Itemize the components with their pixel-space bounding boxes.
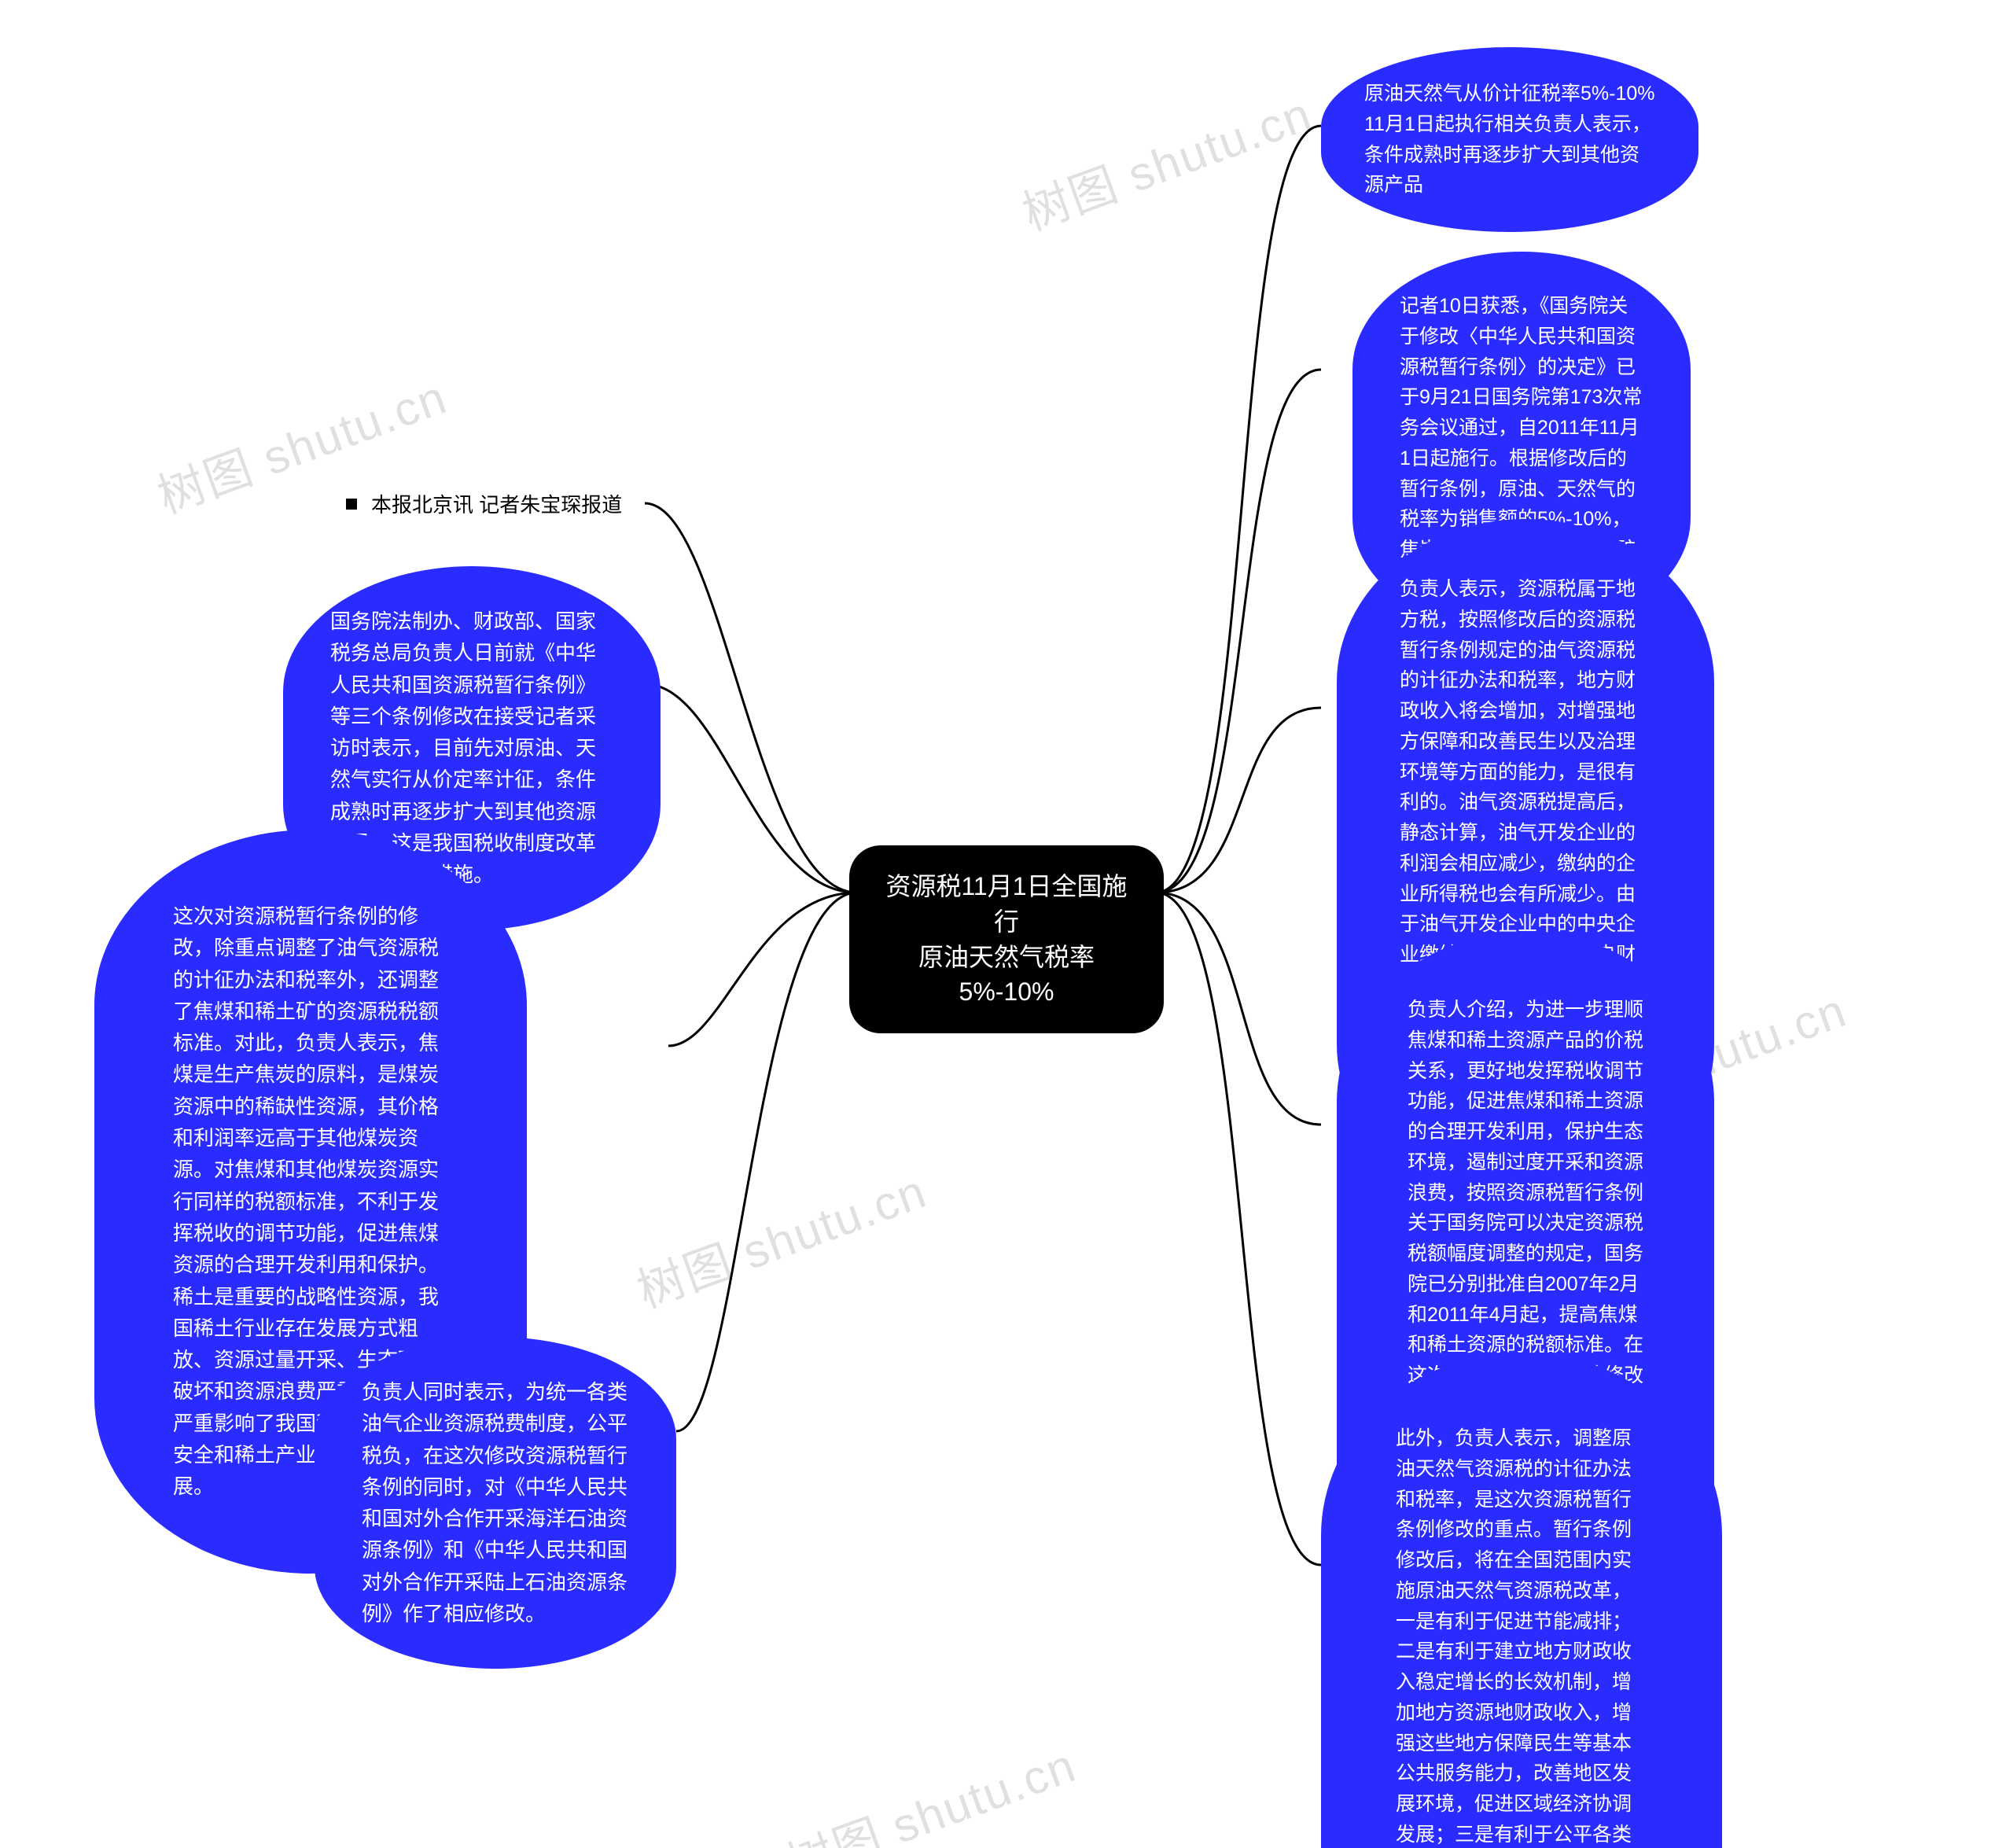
node-left-3-text: 负责人同时表示，为统一各类油气企业资源税费制度，公平税负，在这次修改资源税暂行条… <box>362 1380 627 1625</box>
node-right-5[interactable]: 此外，负责人表示，调整原油天然气资源税的计征办法和税率，是这次资源税暂行条例修改… <box>1321 1353 1722 1848</box>
watermark: 树图 shutu.cn <box>776 1728 1084 1848</box>
node-left-3[interactable]: 负责人同时表示，为统一各类油气企业资源税费制度，公平税负，在这次修改资源税暂行条… <box>315 1337 676 1669</box>
watermark: 树图 shutu.cn <box>1012 76 1320 245</box>
node-right-5-text: 此外，负责人表示，调整原油天然气资源税的计征办法和税率，是这次资源税暂行条例修改… <box>1396 1427 1632 1848</box>
node-right-1[interactable]: 原油天然气从价计征税率5%-10% 11月1日起执行相关负责人表示，条件成熟时再… <box>1321 47 1698 232</box>
source-line-text: 本报北京讯 记者朱宝琛报道 <box>371 489 622 518</box>
bullet-square-icon <box>346 499 357 510</box>
watermark: 树图 shutu.cn <box>627 1154 935 1322</box>
node-right-1-text: 原油天然气从价计征税率5%-10% 11月1日起执行相关负责人表示，条件成熟时再… <box>1364 83 1655 196</box>
center-topic[interactable]: 资源税11月1日全国施行 原油天然气税率5%-10% <box>849 845 1164 1033</box>
mindmap-canvas: 树图 shutu.cn 树图 shutu.cn 树图 shutu.cn 树图 s… <box>0 0 2013 1848</box>
center-topic-text: 资源税11月1日全国施行 原油天然气税率5%-10% <box>885 872 1127 1006</box>
source-line: 本报北京讯 记者朱宝琛报道 <box>346 489 622 518</box>
